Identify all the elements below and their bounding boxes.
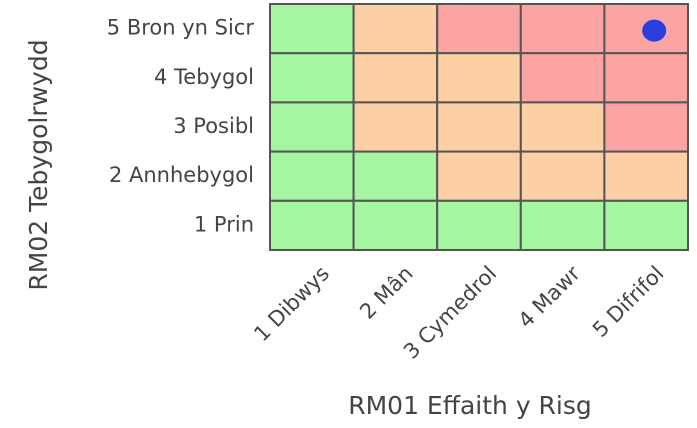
risk-cell: [352, 150, 439, 202]
risk-cell: [436, 52, 522, 104]
risk-cell: [519, 150, 606, 202]
risk-cell: [436, 3, 522, 55]
column-label: 5 Difrifol: [588, 261, 669, 342]
risk-cell: [352, 199, 439, 252]
risk-cell: [352, 3, 439, 55]
risk-cell: [436, 150, 522, 202]
column-label: 2 Mân: [355, 261, 417, 323]
risk-cell: [269, 150, 355, 202]
risk-cell: [269, 199, 355, 252]
risk-cell: [436, 101, 522, 153]
risk-cell: [519, 3, 606, 55]
column-label: 4 Mawr: [514, 261, 586, 333]
risk-cell: [519, 52, 606, 104]
row-label: 5 Bron yn Sicr: [107, 16, 255, 40]
column-label: 1 Dibwys: [249, 261, 334, 346]
risk-cell: [603, 52, 690, 104]
row-label: 2 Annhebygol: [109, 163, 254, 187]
risk-cell: [269, 101, 355, 153]
risk-cell: [352, 101, 439, 153]
row-label: 3 Posibl: [173, 114, 254, 138]
risk-cell: [436, 199, 522, 252]
risk-cell: [519, 101, 606, 153]
row-label: 4 Tebygol: [154, 65, 254, 89]
row-label: 1 Prin: [194, 212, 254, 236]
risk-cell: [603, 101, 690, 153]
risk-marker: [642, 19, 667, 42]
x-axis-title: RM01 Effaith y Risg: [348, 391, 592, 420]
risk-cell: [269, 3, 355, 55]
risk-cell: [352, 52, 439, 104]
risk-cell: [519, 199, 606, 252]
risk-cell: [603, 150, 690, 202]
risk-cell: [269, 52, 355, 104]
y-axis-title: RM02 Tebygolrwydd: [24, 39, 53, 290]
risk-cell: [603, 199, 690, 252]
